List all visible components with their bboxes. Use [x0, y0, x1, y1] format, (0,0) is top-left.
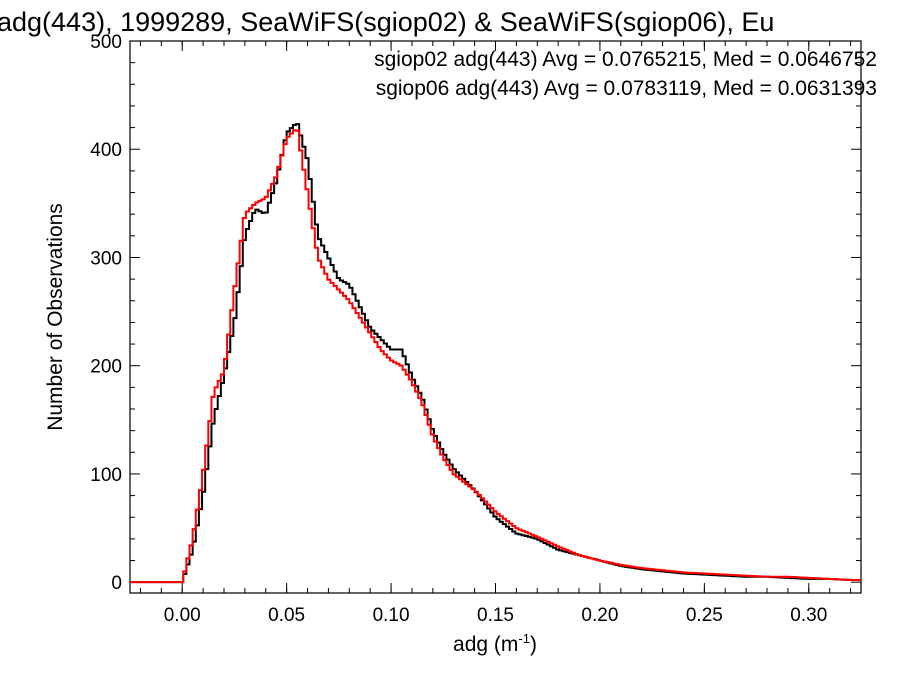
chart-title: adg(443), 1999289, SeaWiFS(sgiop02) & Se… [0, 7, 774, 37]
y-axis-label: Number of Observations [44, 203, 67, 431]
x-tick-label: 0.00 [164, 605, 201, 626]
y-tick-label: 500 [90, 32, 122, 53]
x-axis: 0.00 0.05 0.10 0.15 0.20 0.25 0.30 [139, 41, 852, 626]
y-axis: 0 100 200 300 400 500 [90, 32, 861, 594]
y-tick-label: 0 [111, 573, 122, 594]
x-tick-label: 0.20 [581, 605, 618, 626]
y-tick-label: 200 [90, 357, 122, 378]
series-group [130, 123, 861, 584]
x-tick-label: 0.15 [477, 605, 514, 626]
x-tick-label: 0.30 [790, 605, 827, 626]
x-axis-label-superscript: -1 [518, 631, 530, 646]
series-line-sgiop06 [130, 129, 861, 584]
plot-frame [129, 40, 862, 594]
x-tick-label: 0.10 [373, 605, 410, 626]
x-axis-label-close: ) [530, 633, 537, 656]
y-tick-label: 300 [90, 248, 122, 269]
x-tick-label: 0.05 [268, 605, 305, 626]
legend-entry-sgiop06: sgiop06 adg(443) Avg = 0.0783119, Med = … [376, 77, 877, 100]
series-line-sgiop02 [130, 123, 861, 584]
y-tick-label: 400 [90, 140, 122, 161]
x-axis-label-base: adg (m [453, 633, 518, 656]
x-tick-label: 0.25 [686, 605, 723, 626]
legend-entry-sgiop02: sgiop02 adg(443) Avg = 0.0765215, Med = … [374, 48, 877, 71]
x-axis-label: adg (m-1) [453, 631, 537, 656]
y-tick-label: 100 [90, 465, 122, 486]
